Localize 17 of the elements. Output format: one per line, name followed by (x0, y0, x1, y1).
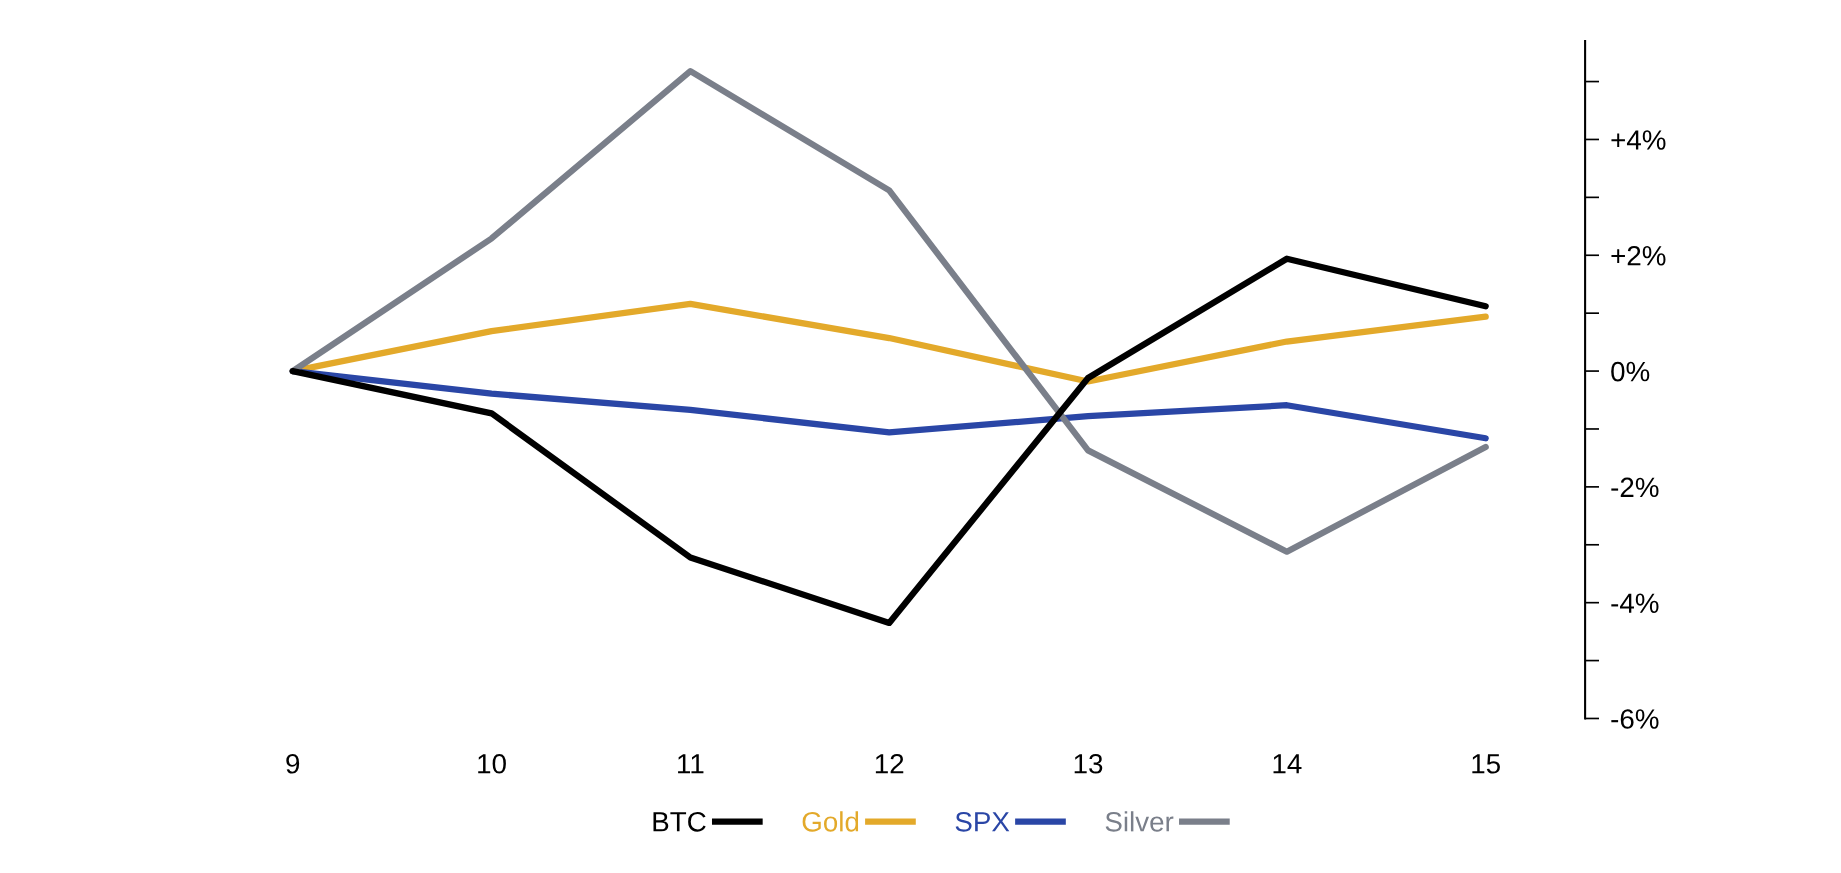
y-tick-label: +4% (1611, 130, 1666, 150)
x-tick-label: 11 (678, 754, 704, 774)
legend-label: Silver (1105, 811, 1174, 832)
legend-label: BTC (653, 811, 706, 832)
y-tick-label: -2% (1611, 477, 1659, 498)
x-tick-label: 9 (286, 753, 300, 774)
x-tick-label: 12 (875, 753, 904, 774)
legend-label: Gold (802, 811, 859, 832)
y-tick-label: -6% (1611, 709, 1659, 729)
y-tick-label: +2% (1611, 245, 1666, 266)
y-tick-label: 0% (1611, 361, 1650, 382)
x-tick-label: 14 (1273, 754, 1302, 774)
y-tick-label: -4% (1611, 593, 1659, 613)
legend-label: SPX (955, 811, 1010, 832)
x-tick-label: 15 (1472, 754, 1500, 774)
x-tick-label: 10 (478, 753, 506, 774)
x-tick-label: 13 (1074, 753, 1103, 774)
